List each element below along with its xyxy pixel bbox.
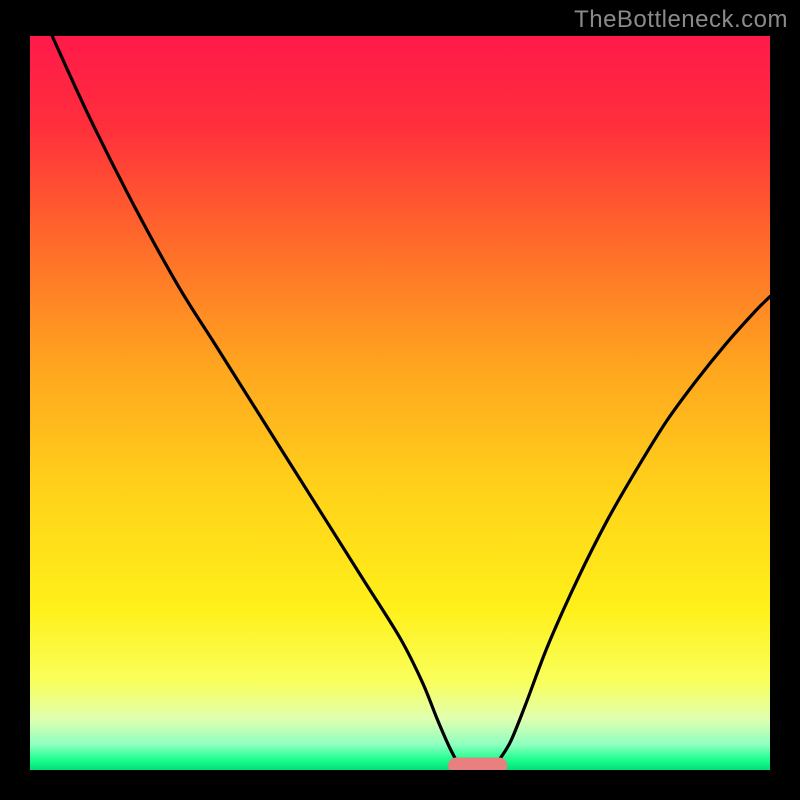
watermark-text: TheBottleneck.com — [574, 6, 788, 34]
bottleneck-plot — [30, 36, 770, 770]
plot-svg — [30, 36, 770, 770]
optimal-marker — [448, 758, 507, 770]
plot-background — [30, 36, 770, 770]
chart-container: TheBottleneck.com — [0, 0, 800, 800]
